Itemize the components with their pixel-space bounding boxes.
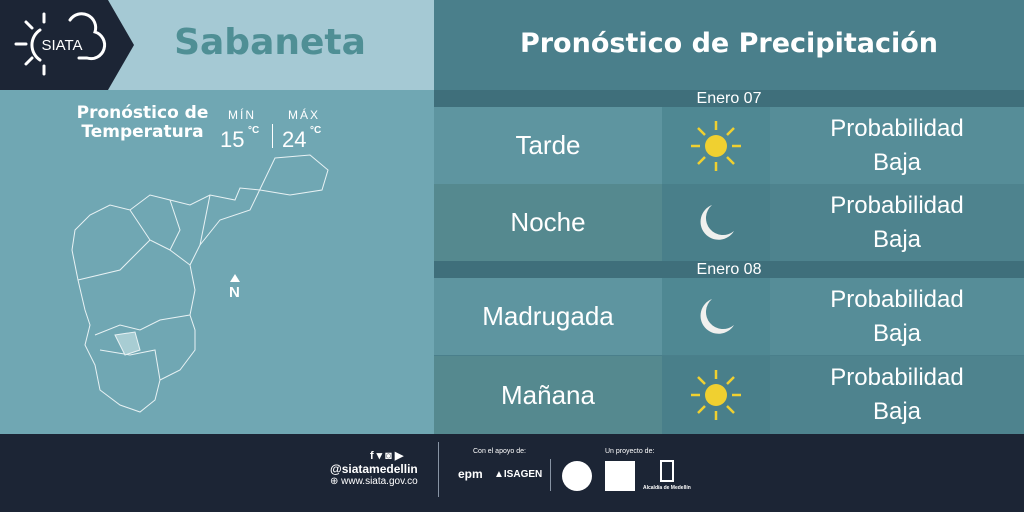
probability-text: Probabilidad Baja <box>770 184 1024 261</box>
period-label: Mañana <box>434 356 662 434</box>
moon-icon <box>700 204 734 240</box>
moon-icon <box>700 298 734 334</box>
date-header: Enero 07 <box>434 90 1024 107</box>
precipitation-title: Pronóstico de Precipitación <box>519 28 939 59</box>
sun-icon <box>691 120 741 171</box>
support-label: Con el apoyo de: <box>473 448 526 455</box>
forecast-row: Tarde Probabilidad Baja <box>434 107 1024 184</box>
isagen-logo: ▲ISAGEN <box>494 469 543 480</box>
period-label: Tarde <box>434 107 662 184</box>
area-logo <box>562 461 592 491</box>
probability-text: Probabilidad Baja <box>770 278 1024 355</box>
project-label: Un proyecto de: <box>605 448 655 455</box>
divider <box>438 442 439 497</box>
probability-text: Probabilidad Baja <box>770 356 1024 434</box>
forecast-row: Noche Probabilidad Baja <box>434 184 1024 261</box>
max-label: MÁX <box>288 108 321 122</box>
siata-logo: SIATA <box>0 0 134 90</box>
forecast-row: Madrugada Probabilidad Baja <box>434 278 1024 355</box>
alcaldia-label: Alcaldía de Medellín <box>643 485 691 491</box>
globe-icon: ⊕ <box>330 476 339 487</box>
social-icons[interactable]: f▾◙▶ <box>370 450 407 462</box>
date-header: Enero 08 <box>434 261 1024 278</box>
north-label: N <box>229 284 240 301</box>
footer <box>0 434 1024 512</box>
social-handle[interactable]: @siatamedellin <box>330 462 418 476</box>
alcaldia-shield-icon <box>660 460 674 482</box>
temperature-title: Pronóstico de Temperatura <box>76 103 209 142</box>
forecast-row: Mañana Probabilidad Baja <box>434 356 1024 434</box>
municipality-map <box>71 154 329 413</box>
min-value: 15 <box>220 127 245 152</box>
logo-text: SIATA <box>41 37 82 54</box>
epm-logo: epm <box>458 467 483 481</box>
website-link[interactable]: ⊕ www.siata.gov.co <box>330 476 418 487</box>
probability-text: Probabilidad Baja <box>770 107 1024 184</box>
divider <box>550 459 551 491</box>
temp-divider <box>272 124 273 148</box>
north-arrow-icon <box>230 274 240 282</box>
period-label: Madrugada <box>434 278 662 355</box>
location-name: Sabaneta <box>174 22 366 63</box>
signature-logo <box>605 461 635 491</box>
temperature-panel <box>0 90 434 434</box>
period-label: Noche <box>434 184 662 261</box>
min-label: MÍN <box>228 108 256 122</box>
sun-icon <box>691 370 741 420</box>
max-value: 24 <box>282 127 307 152</box>
max-unit: °C <box>310 125 322 136</box>
min-unit: °C <box>248 125 260 136</box>
